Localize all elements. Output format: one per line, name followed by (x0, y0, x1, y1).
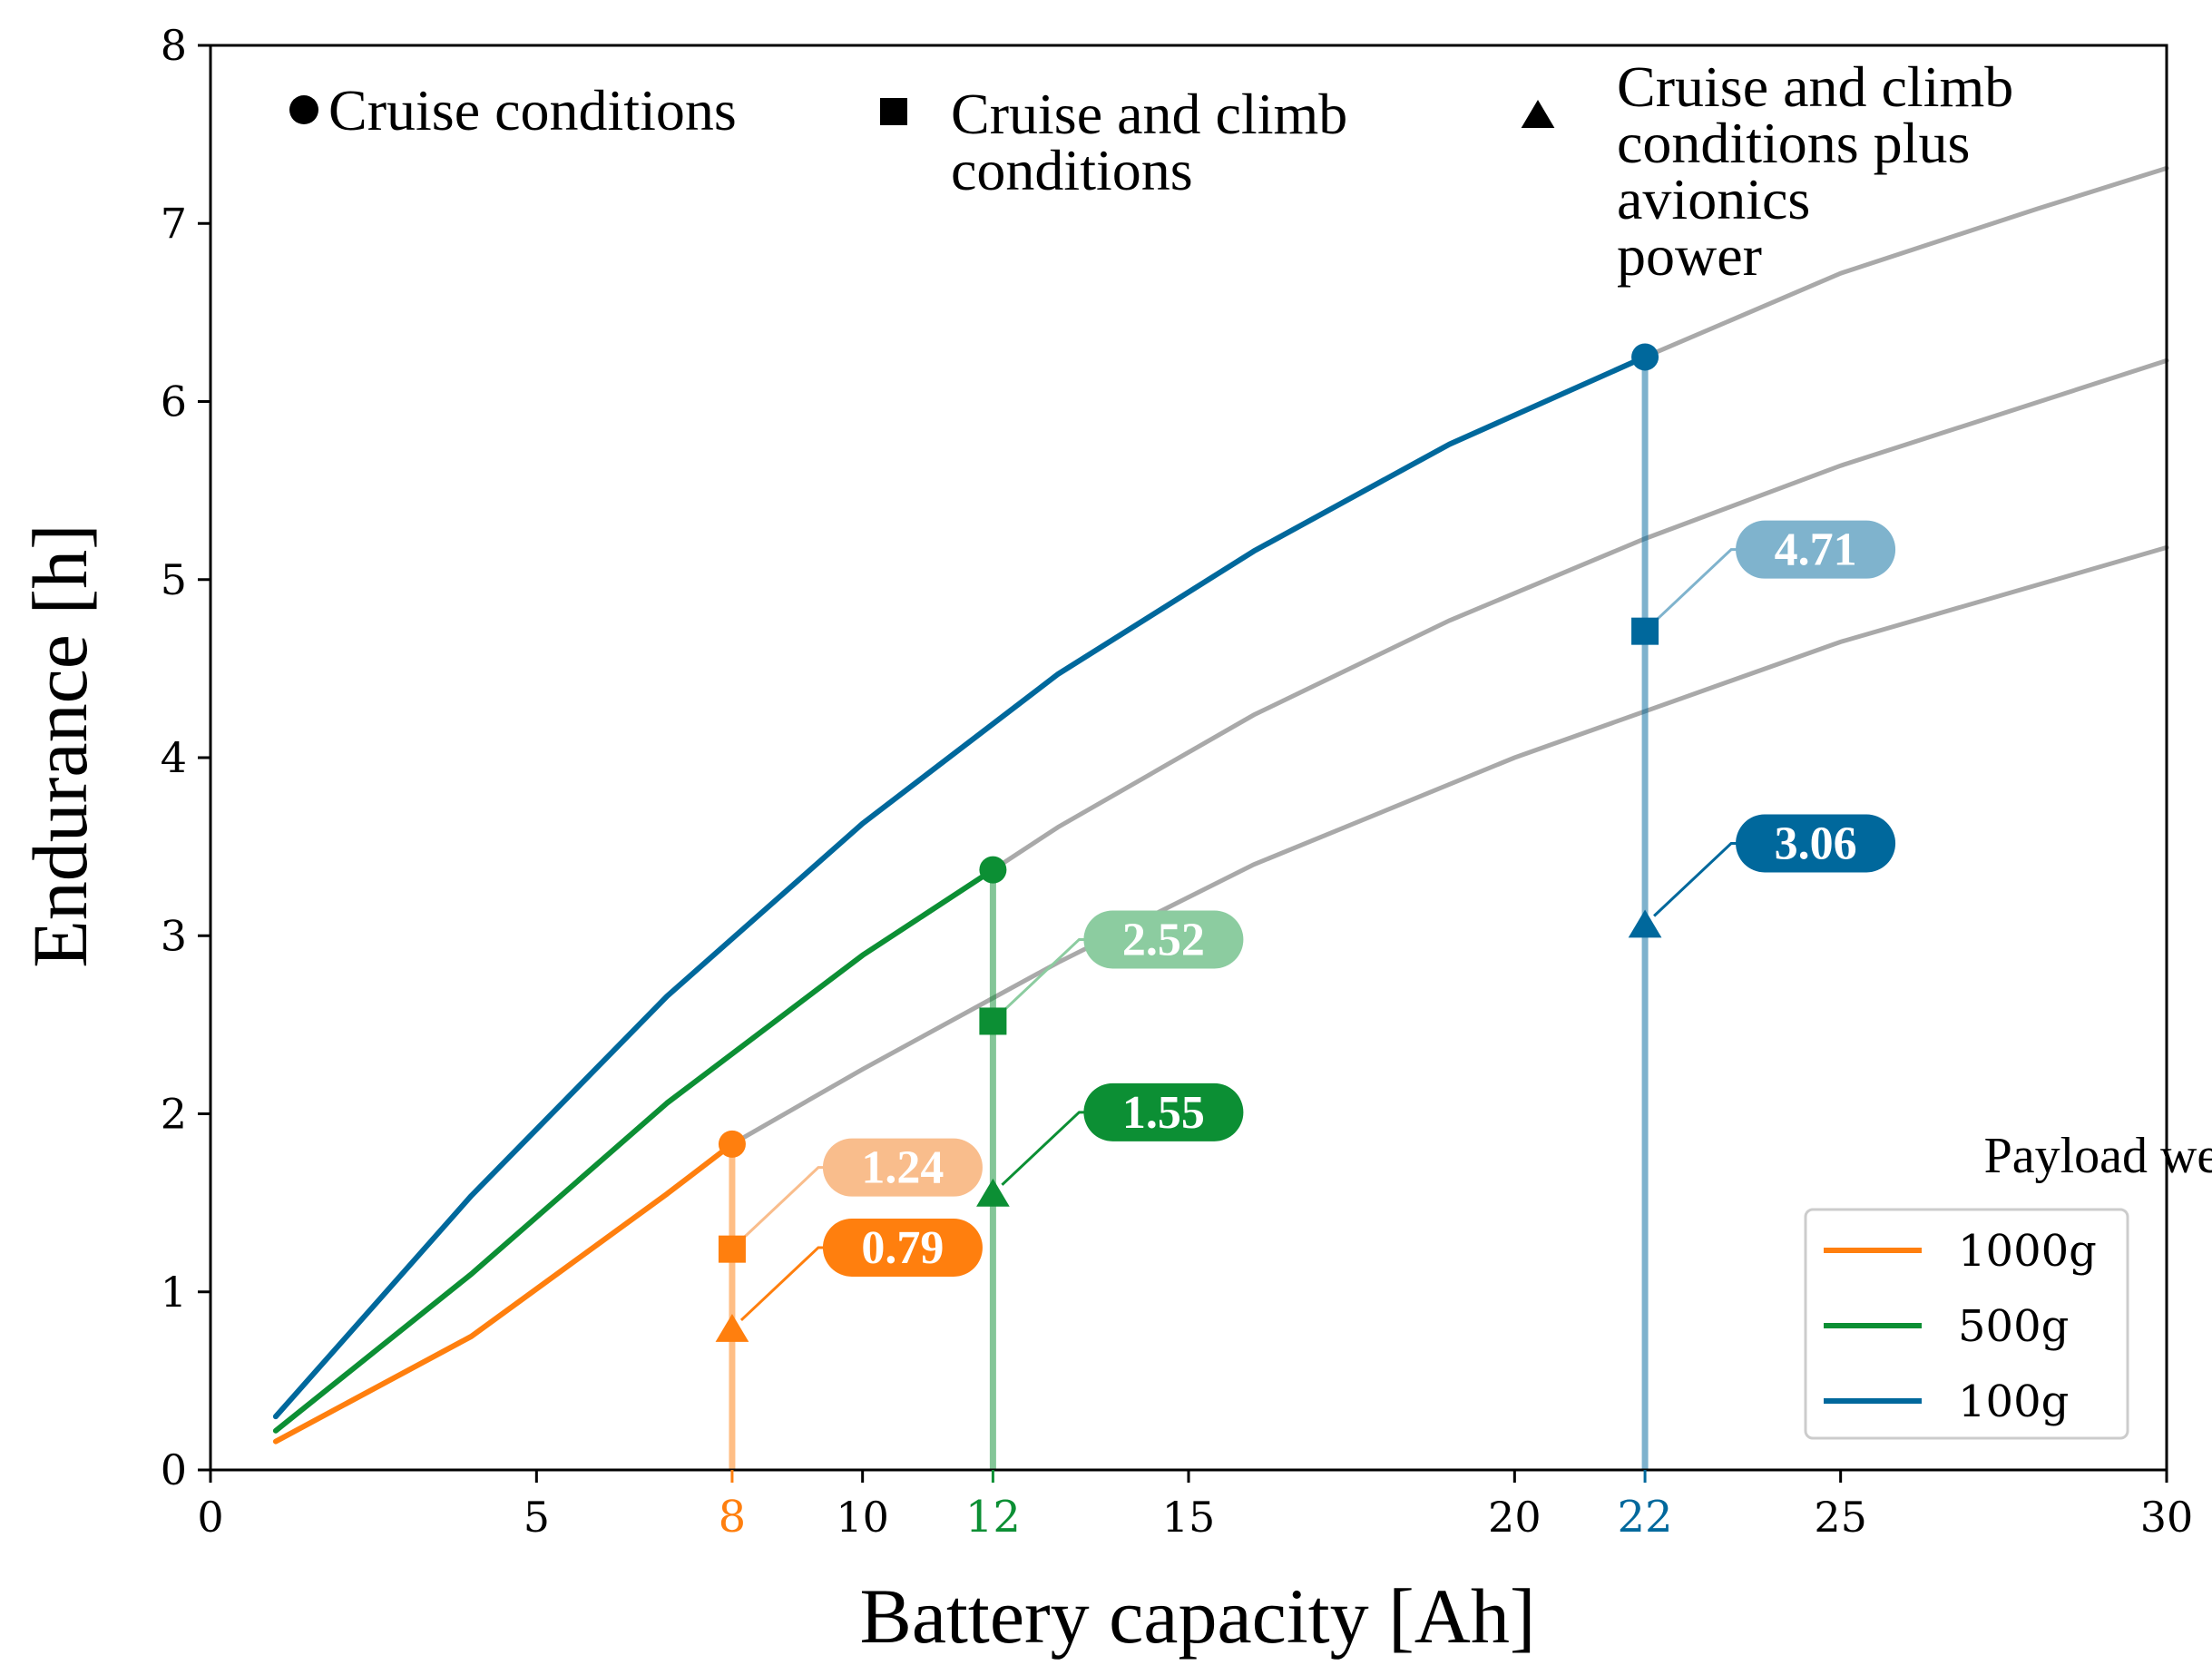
y-tick-label-0: 0 (161, 1445, 187, 1494)
callouts: 1.24 0.79 2.52 1.55 4.71 3.06 (739, 520, 1896, 1322)
series-line-1000g (272, 1141, 735, 1445)
extension-curves (729, 165, 2169, 1147)
y-tick-label-1: 1 (161, 1268, 187, 1317)
marker-legend-circle-text-1: Cruise conditions (328, 78, 737, 142)
marker-cruise-climb-avionics-100g (1628, 909, 1662, 938)
marker-cruise-500g (979, 856, 1007, 884)
marker-cruise-climb-avionics-500g (976, 1178, 1010, 1207)
marker-cruise-climb-100g (1631, 617, 1659, 645)
extension-curve-100g (1642, 165, 2169, 359)
marker-legend-triangle-text-3: avionics (1617, 167, 1810, 231)
marker-legend-square-text-1: Cruise and climb (951, 82, 1347, 146)
callout-1000g-cruise-climb-label: 1.24 (861, 1142, 944, 1194)
marker-legend-triangle-text-1: Cruise and climb (1617, 54, 2013, 119)
legend-box (1804, 1208, 2129, 1440)
extension-curve-1000g (729, 544, 2169, 1147)
marker-legend-square-text-2: conditions (951, 138, 1193, 202)
x-tick-highlight-label-12: 12 (965, 1492, 1021, 1543)
y-tick-label-4: 4 (161, 733, 187, 782)
legends: Cruise conditions Cruise and climbconditi… (289, 54, 2212, 1440)
callout-500g-cruise-climb-avionics-pill (1083, 1082, 1244, 1141)
y-tick-label-6: 6 (161, 377, 187, 426)
extension-curve-500g (990, 358, 2169, 873)
marker-legend-square-icon (880, 98, 907, 125)
markers (715, 343, 1662, 1342)
series-line-100g (272, 354, 1649, 1420)
marker-cruise-100g (1631, 343, 1659, 371)
y-axis-label: Endurance [h] (16, 524, 103, 967)
y-tick-label-8: 8 (161, 21, 187, 70)
x-tick-label-10: 10 (836, 1493, 889, 1542)
y-tick-label-7: 7 (161, 199, 187, 248)
marker-cruise-climb-500g (979, 1007, 1007, 1035)
callout-1000g-cruise-climb-pill (822, 1138, 983, 1197)
series-line-500g (272, 867, 996, 1434)
marker-legend-triangle-text-4: power (1617, 223, 1762, 288)
callout-100g-cruise-climb-avionics-pill (1736, 814, 1896, 873)
legend-label-500g: 500g (1958, 1301, 2069, 1352)
x-tick-label-5: 5 (524, 1493, 550, 1542)
marker-legend-circle-icon (289, 95, 318, 124)
marker-legend-triangle-text-2: conditions plus (1617, 111, 1970, 175)
marker-cruise-climb-avionics-1000g (715, 1313, 749, 1342)
legend-title: Payload weight (1984, 1128, 2212, 1184)
callout-500g-cruise-climb-avionics-label: 1.55 (1122, 1087, 1205, 1139)
marker-cruise-1000g (718, 1130, 746, 1158)
legend-label-1000g: 1000g (1958, 1226, 2097, 1277)
y-tick-label-2: 2 (161, 1090, 187, 1139)
y-tick-label-3: 3 (161, 911, 187, 960)
x-tick-label-15: 15 (1162, 1493, 1216, 1542)
callout-500g-cruise-climb-label: 2.52 (1122, 914, 1205, 965)
callout-100g-cruise-climb-label: 4.71 (1775, 524, 1857, 576)
x-tick-highlight-label-22: 22 (1618, 1492, 1673, 1543)
x-tick-label-25: 25 (1814, 1493, 1867, 1542)
x-tick-label-0: 0 (197, 1493, 223, 1542)
callout-1000g-cruise-climb-avionics-label: 0.79 (861, 1222, 944, 1274)
callout-100g-cruise-climb-avionics-label: 3.06 (1775, 818, 1857, 869)
x-tick-label-20: 20 (1488, 1493, 1542, 1542)
marker-cruise-climb-1000g (718, 1235, 746, 1263)
callout-500g-cruise-climb-pill (1083, 910, 1244, 969)
callout-100g-cruise-climb-pill (1736, 520, 1896, 579)
x-tick-highlight-label-8: 8 (719, 1492, 747, 1543)
legend-label-100g: 100g (1958, 1376, 2069, 1427)
x-tick-label-30: 30 (2140, 1493, 2194, 1542)
y-tick-label-5: 5 (161, 555, 187, 604)
x-axis-label: Battery capacity [Ah] (860, 1572, 1536, 1660)
marker-legend-triangle-icon (1521, 100, 1555, 128)
callout-1000g-cruise-climb-avionics-pill (822, 1218, 983, 1277)
series-lines (272, 354, 1649, 1445)
